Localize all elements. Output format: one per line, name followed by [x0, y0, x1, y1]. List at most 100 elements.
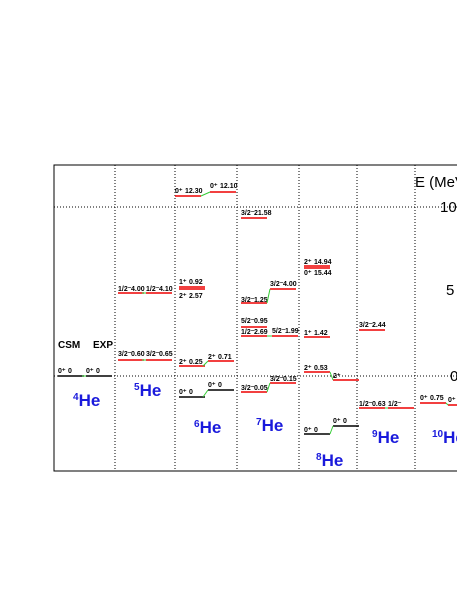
level-energy: 0.95 [254, 318, 268, 325]
level-spin: 3/2⁻ [241, 297, 255, 304]
level-energy: 0.75 [430, 395, 444, 402]
connector [329, 371, 334, 381]
level-spin: 0⁺ [175, 188, 183, 195]
csm-label: CSM [58, 340, 80, 351]
level-spin: 3/2⁻ [241, 385, 255, 392]
level-energy: 0.63 [372, 401, 386, 408]
level-energy: 2.57 [189, 293, 203, 300]
level-spin: 0⁺ [304, 427, 312, 434]
level-spin: 1⁺ [179, 279, 187, 286]
level-energy: 0 [189, 389, 193, 396]
level-spin: 0⁺ [86, 368, 94, 375]
level-spin: 2⁺ [208, 354, 216, 361]
level-energy: 0 [218, 382, 222, 389]
level-spin: 0⁺ [58, 368, 66, 375]
axis-tick-label: 5 [446, 282, 454, 299]
element-symbol: He [262, 416, 284, 435]
level-energy: 0 [314, 427, 318, 434]
mass-number: 4 [73, 392, 79, 403]
level-spin: 0⁺ [333, 418, 341, 425]
level-spin: 1/2⁻ [241, 329, 255, 336]
level-spin: 1⁺ [304, 330, 312, 337]
isotope-label: 8He [316, 451, 343, 470]
level-energy: 0.53 [314, 365, 328, 372]
isotope-label: 5He [134, 381, 161, 400]
level-energy: 0 [96, 368, 100, 375]
element-symbol: He [200, 418, 222, 437]
connector [200, 191, 211, 197]
level-spin: 0⁺ [448, 397, 456, 404]
level-spin: 0⁺ [210, 183, 218, 190]
mass-number: 9 [372, 429, 378, 440]
mass-number: 6 [194, 419, 200, 430]
level-spin: 0⁺ [208, 382, 216, 389]
level-energy: 21.58 [254, 210, 272, 217]
element-symbol: He [140, 381, 162, 400]
level-spin: 0⁺ [179, 389, 187, 396]
level-energy: 0 [68, 368, 72, 375]
level-spin: 3/2⁻ [270, 281, 284, 288]
axis-tick-label: 10 [440, 199, 457, 216]
connector [329, 425, 334, 435]
level-energy: 1.42 [314, 330, 328, 337]
mass-number: 10 [432, 429, 444, 440]
isotope-label: 4He [73, 391, 100, 410]
level-energy: 4.00 [283, 281, 297, 288]
level-energy: 0.71 [218, 354, 232, 361]
level-spin: 3/2⁻ [146, 351, 160, 358]
mass-number: 8 [316, 452, 322, 463]
element-symbol: He [378, 428, 400, 447]
level-spin: 5/2⁻ [241, 318, 255, 325]
level-energy: 0.05 [254, 385, 268, 392]
level-energy: 15.44 [314, 270, 332, 277]
connector [266, 288, 271, 304]
level-spin: 2⁺ [304, 365, 312, 372]
level-spin: 3/2⁻ [359, 322, 373, 329]
level-energy: 14.94 [314, 259, 332, 266]
mass-number: 5 [134, 382, 140, 393]
level-energy: 4.10 [159, 286, 173, 293]
level-spin: 2⁺ [179, 293, 187, 300]
element-symbol: He [322, 451, 344, 470]
level-spin: 2⁺ [333, 373, 341, 380]
isotope-label: 10He [432, 428, 457, 447]
level-energy: 2.44 [372, 322, 386, 329]
level-energy: 1.25 [254, 297, 268, 304]
exp-label: EXP [93, 340, 113, 351]
level-energy: 1.99 [285, 328, 299, 335]
isotope-label: 9He [372, 428, 399, 447]
connector [445, 402, 449, 406]
level-energy: 0 [343, 418, 347, 425]
isotope-label: 6He [194, 418, 221, 437]
axis-title: E (MeV) [415, 174, 457, 191]
level-energy: 4.00 [131, 286, 145, 293]
level-spin: 0⁺ [420, 395, 428, 402]
isotope-label: 7He [256, 416, 283, 435]
frame [53, 164, 457, 472]
connector [202, 389, 209, 398]
level-spin: 3/2⁻ [270, 376, 284, 383]
level-spin: 1/2⁻ [388, 401, 402, 408]
connector [202, 360, 209, 367]
level-energy: 0.25 [189, 359, 203, 366]
level-spin: 3/2⁻ [118, 351, 132, 358]
level-energy: 0.60 [131, 351, 145, 358]
level-energy: 12.10 [220, 183, 238, 190]
connector [266, 382, 271, 393]
level-spin: 5/2⁻ [272, 328, 286, 335]
level-energy: 0.92 [189, 279, 203, 286]
mass-number: 7 [256, 417, 262, 428]
level-spin: 1/2⁻ [359, 401, 373, 408]
axis-tick-label: 0 [450, 368, 457, 385]
level-spin: 1/2⁻ [146, 286, 160, 293]
level-spin: 1/2⁻ [118, 286, 132, 293]
level-spin: 2⁺ [304, 259, 312, 266]
element-symbol: He [79, 391, 101, 410]
level-energy: 12.30 [185, 188, 203, 195]
level-spin: 3/2⁻ [241, 210, 255, 217]
level-spin: 2⁺ [179, 359, 187, 366]
separators [54, 165, 457, 471]
level-energy: 2.69 [254, 329, 268, 336]
level-energy: 0.65 [159, 351, 173, 358]
